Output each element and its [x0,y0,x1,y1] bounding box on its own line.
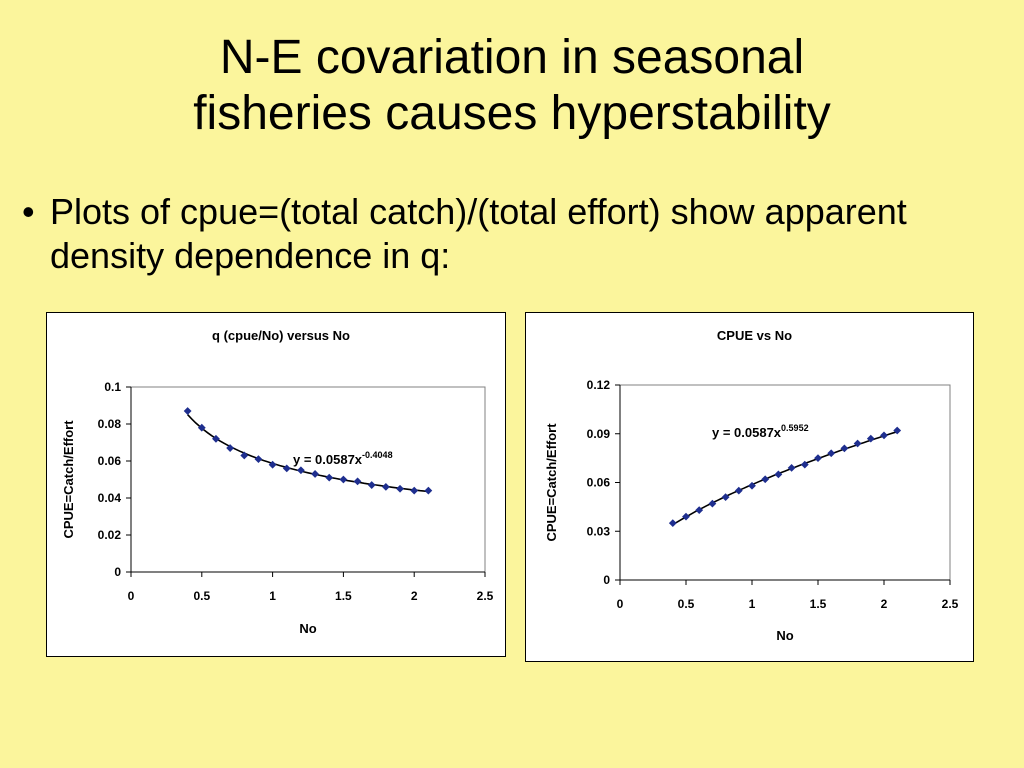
data-point [682,512,690,521]
y-tick-label: 0.08 [98,417,122,431]
y-tick-label: 0.04 [98,491,122,505]
data-point [761,475,770,484]
slide-title-line-2: fisheries causes hyperstability [193,87,831,140]
data-point [787,463,796,472]
y-tick-label: 0.1 [104,380,121,394]
x-tick-label: 1.5 [810,597,827,611]
data-point [853,439,862,448]
x-tick-label: 0 [128,589,135,603]
data-point [721,493,730,502]
x-tick-label: 2 [411,589,418,603]
data-point [800,460,809,469]
y-tick-label: 0 [603,573,610,587]
data-point [367,481,376,489]
y-tick-label: 0.02 [98,528,122,542]
data-point [410,486,419,495]
trendline-equation: y = 0.0587x-0.4048 [293,450,393,467]
data-point [827,449,836,458]
plot-area-border [619,384,951,581]
bullet-dot: • [22,191,35,232]
x-tick-label: 0 [617,597,624,611]
y-axis-label: CPUE=Catch/Effort [61,420,76,539]
x-tick-label: 1 [749,597,756,611]
chart-title: CPUE vs No [717,328,792,343]
chart-q-versus-no: q (cpue/No) versus No 0 0.02 0.04 0.06 0.08 0.… [46,312,506,657]
y-axis-label: CPUE=Catch/Effort [544,423,559,542]
data-point [668,519,677,528]
bullet-text: Plots of cpue=(total catch)/(total effor… [50,191,907,276]
data-point [268,460,277,469]
y-tick-label: 0.03 [587,524,611,538]
data-point [381,482,390,491]
y-tick-label: 0 [114,565,121,579]
data-point [339,475,348,484]
data-point [197,423,206,432]
x-tick-label: 1.5 [335,589,352,603]
x-tick-label: 0.5 [193,589,210,603]
x-tick-label: 2.5 [942,597,959,611]
x-tick-label: 1 [269,589,276,603]
data-point [840,444,849,453]
data-point [254,455,263,464]
y-tick-label: 0.06 [587,476,611,490]
data-point [734,486,743,495]
plot-area-border [130,386,486,573]
y-tick-label: 0.09 [587,427,611,441]
y-tick-label: 0.12 [587,378,611,392]
data-point [212,434,220,443]
chart-cpue-vs-no-svg: CPUE vs No 0 0.03 0.06 0.09 0.12 0 0.5 1 1.5 2 2.5 N… [544,328,959,643]
data-point [226,444,235,452]
trendline-equation: y = 0.0587x0.5952 [712,423,809,440]
data-point [880,431,888,440]
x-axis-label: No [299,621,316,636]
data-point [774,470,783,479]
data-point [240,451,249,460]
x-tick-label: 2.5 [477,589,494,603]
data-point [695,506,704,515]
data-point [866,434,875,443]
data-point [282,464,291,473]
chart-cpue-vs-no: CPUE vs No 0 0.03 0.06 0.09 0.12 0 0.5 1 1.5 2 2.5 N… [525,312,974,662]
trendline [672,430,898,526]
data-point [325,473,334,482]
data-point [708,499,717,508]
data-point [814,454,822,463]
x-tick-label: 0.5 [678,597,695,611]
data-point [424,486,433,495]
data-point [396,484,404,493]
slide-title-line-1: N-E covariation in seasonal [219,31,805,84]
data-point [183,407,192,415]
data-point [297,466,305,475]
data-point [893,426,902,435]
chart-title: q (cpue/No) versus No [212,328,350,343]
data-point [311,470,319,478]
data-point [353,477,362,486]
chart-q-versus-no-svg: q (cpue/No) versus No 0 0.02 0.04 0.06 0.08 0.… [61,328,494,636]
y-tick-label: 0.06 [98,454,122,468]
data-point [748,481,756,490]
x-tick-label: 2 [881,597,888,611]
slide-title: N-E covariation in seasonal fisheries ca… [0,30,1024,142]
x-axis-label: No [776,628,793,643]
